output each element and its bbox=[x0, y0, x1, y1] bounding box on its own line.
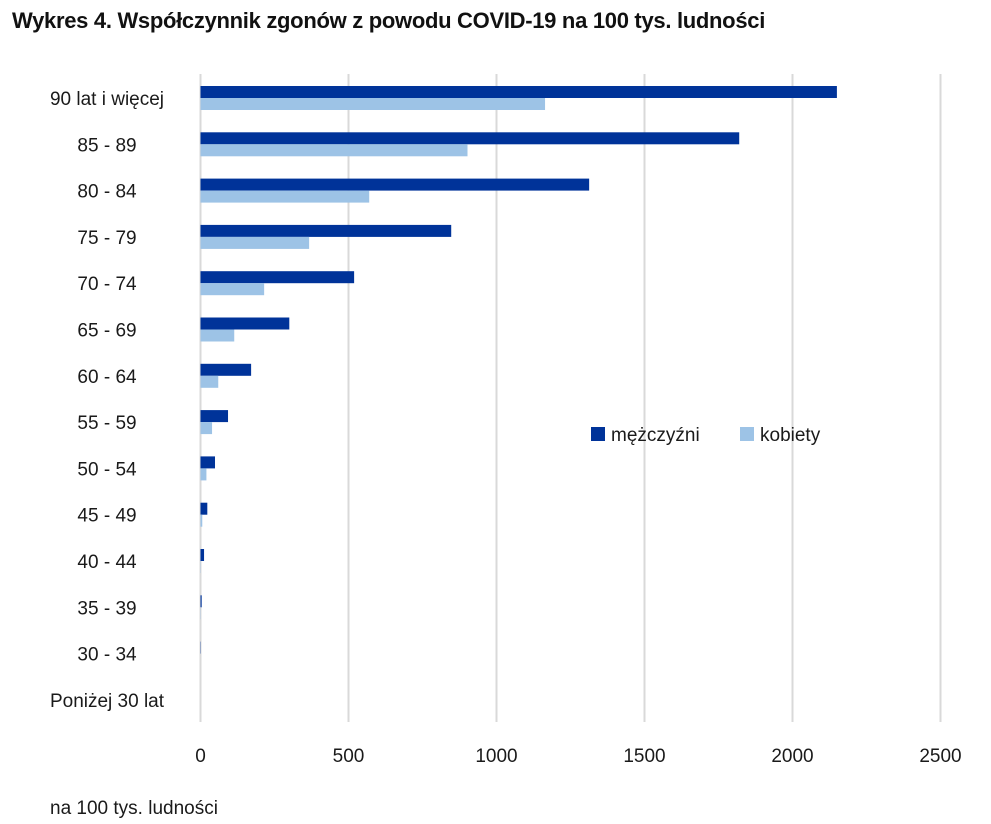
bar-men bbox=[200, 224, 452, 237]
bar-women bbox=[200, 375, 219, 388]
x-tick-label: 0 bbox=[195, 746, 206, 767]
category-label: 35 - 39 bbox=[77, 598, 136, 619]
category-label: 80 - 84 bbox=[77, 182, 137, 203]
legend-swatch-men bbox=[591, 427, 605, 441]
bar-men bbox=[200, 178, 590, 191]
bar-men bbox=[200, 363, 252, 376]
bar-women bbox=[200, 514, 203, 527]
category-label: 65 - 69 bbox=[77, 321, 136, 342]
bar-men bbox=[200, 271, 355, 284]
category-label: 90 lat i więcej bbox=[50, 89, 164, 110]
x-tick-label: 500 bbox=[333, 746, 365, 767]
category-label: 85 - 89 bbox=[77, 135, 136, 156]
category-label: 60 - 64 bbox=[77, 367, 137, 388]
bar-women bbox=[200, 468, 207, 481]
bar-women bbox=[200, 422, 213, 435]
x-tick-label: 2000 bbox=[771, 746, 813, 767]
category-label: 70 - 74 bbox=[77, 274, 137, 295]
bar-men bbox=[200, 549, 205, 561]
bar-men bbox=[200, 502, 208, 515]
bars bbox=[200, 86, 837, 654]
category-labels: 90 lat i więcej 85 - 89 80 - 84 75 - 79 70 -… bbox=[50, 89, 165, 712]
bar-men bbox=[200, 456, 216, 469]
legend-label-women: kobiety bbox=[760, 425, 821, 446]
category-label: 45 - 49 bbox=[77, 506, 136, 527]
category-label: 40 - 44 bbox=[77, 552, 137, 573]
bar-women bbox=[200, 190, 370, 203]
legend-swatch-women bbox=[740, 427, 754, 441]
bar-men bbox=[200, 410, 229, 423]
bar-men bbox=[200, 317, 290, 330]
x-axis-label: na 100 tys. ludności bbox=[50, 798, 218, 819]
bar-men bbox=[200, 595, 202, 608]
bar-women bbox=[200, 329, 235, 342]
bar-men bbox=[200, 132, 740, 145]
category-label: 50 - 54 bbox=[77, 459, 137, 480]
category-label: 30 - 34 bbox=[77, 645, 137, 666]
bar-women bbox=[200, 98, 546, 110]
chart-title: Wykres 4. Współczynnik zgonów z powodu C… bbox=[12, 8, 766, 33]
x-tick-label: 1000 bbox=[475, 746, 517, 767]
category-label: 55 - 59 bbox=[77, 413, 136, 434]
x-tick-label: 1500 bbox=[623, 746, 665, 767]
bar-women bbox=[200, 283, 265, 296]
category-label: Poniżej 30 lat bbox=[50, 691, 165, 712]
category-label: 75 - 79 bbox=[77, 228, 136, 249]
bar-women bbox=[200, 144, 468, 157]
gridlines bbox=[199, 74, 942, 722]
x-tick-label: 2500 bbox=[919, 746, 961, 767]
legend: mężczyźni kobiety bbox=[591, 425, 821, 446]
bar-men bbox=[200, 86, 837, 98]
bar-women bbox=[200, 236, 310, 249]
legend-label-men: mężczyźni bbox=[611, 425, 700, 446]
x-tick-labels: 0 500 1000 1500 2000 2500 bbox=[195, 746, 961, 767]
